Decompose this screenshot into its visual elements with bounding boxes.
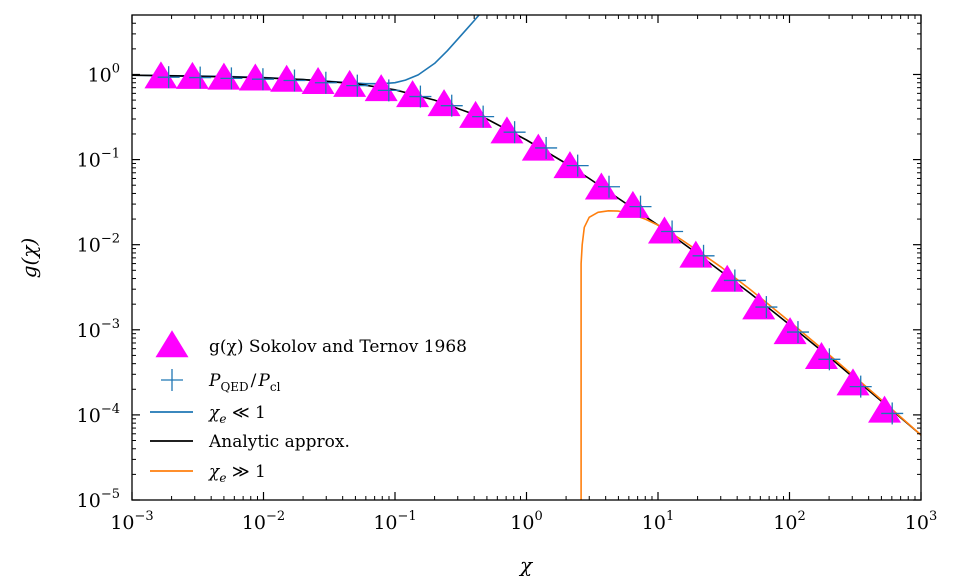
legend: g(χ) Sokolov and Ternov 1968 PQED / Pcl χe ≪… [150, 330, 467, 485]
x-tick-label: 10−2 [242, 509, 285, 534]
legend-entry-2: χe ≪ 1 [150, 403, 266, 426]
y-axis-label: g(χ) [17, 238, 41, 279]
y-tick-label: 10−5 [77, 487, 120, 512]
x-tick-label: 102 [773, 509, 805, 534]
legend-triangle-marker [155, 330, 189, 358]
legend-label: χe ≪ 1 [208, 403, 266, 426]
y-tick-label: 10−3 [77, 317, 120, 342]
legend-label: PQED / Pcl [208, 371, 281, 394]
x-tick-label: 10−1 [373, 509, 416, 534]
triangle-marker [647, 216, 681, 244]
legend-entry-0: g(χ) Sokolov and Ternov 1968 [155, 330, 467, 358]
series-line-4 [580, 210, 921, 500]
triangle-marker [207, 62, 241, 90]
triangle-marker [427, 89, 461, 117]
x-tick-label: 10−3 [110, 509, 153, 534]
triangle-marker [459, 100, 493, 128]
y-tick-label: 10−2 [77, 232, 120, 257]
y-tick-label: 10−4 [77, 402, 120, 427]
series-line-2 [132, 15, 481, 85]
x-axis-label: χ [518, 553, 534, 577]
legend-label: g(χ) Sokolov and Ternov 1968 [209, 337, 467, 357]
triangle-marker [396, 80, 430, 108]
triangle-marker [364, 74, 398, 102]
legend-label: Analytic approx. [208, 432, 350, 452]
triangle-marker [490, 116, 524, 144]
triangle-marker [868, 395, 902, 423]
triangle-marker [804, 341, 838, 369]
triangle-marker [616, 190, 650, 218]
triangle-marker [584, 172, 618, 200]
legend-entry-4: χe ≫ 1 [150, 462, 266, 485]
y-tick-label: 100 [88, 61, 120, 86]
legend-entry-3: Analytic approx. [150, 432, 350, 452]
triangle-marker [553, 151, 587, 179]
y-tick-label: 10−1 [77, 147, 120, 172]
x-tick-label: 101 [642, 509, 674, 534]
triangle-marker [521, 133, 555, 161]
legend-label: χe ≫ 1 [208, 462, 266, 485]
x-tick-label: 100 [510, 509, 542, 534]
triangle-marker [836, 368, 870, 396]
triangle-marker [710, 264, 744, 292]
triangle-marker [238, 63, 272, 91]
legend-entry-1: PQED / Pcl [161, 369, 281, 394]
x-tick-label: 103 [905, 509, 937, 534]
